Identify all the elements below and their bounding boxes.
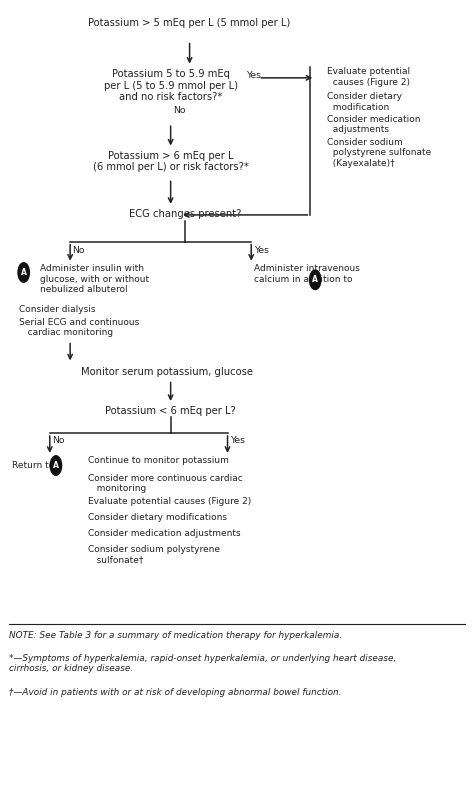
Text: Potassium < 6 mEq per L?: Potassium < 6 mEq per L? [105,406,236,416]
Text: No: No [52,436,64,445]
Text: NOTE: See Table 3 for a summary of medication therapy for hyperkalemia.: NOTE: See Table 3 for a summary of medic… [9,631,343,640]
Circle shape [18,263,29,282]
Text: No: No [173,106,185,115]
Text: A: A [312,275,318,285]
Text: Continue to monitor potassium: Continue to monitor potassium [88,456,228,465]
Text: Consider more continuous cardiac
   monitoring: Consider more continuous cardiac monitor… [88,474,242,493]
Text: Evaluate potential causes (Figure 2): Evaluate potential causes (Figure 2) [88,497,251,506]
Text: Yes: Yes [230,436,245,445]
Text: Return to: Return to [12,461,54,470]
Text: Serial ECG and continuous
   cardiac monitoring: Serial ECG and continuous cardiac monito… [19,318,139,337]
Text: Consider medication
  adjustments: Consider medication adjustments [327,115,420,135]
Text: Potassium 5 to 5.9 mEq
per L (5 to 5.9 mmol per L)
and no risk factors?*: Potassium 5 to 5.9 mEq per L (5 to 5.9 m… [104,69,237,102]
Text: No: No [73,246,85,255]
Text: A: A [53,461,59,470]
Text: Consider sodium
  polystyrene sulfonate
  (Kayexalate)†: Consider sodium polystyrene sulfonate (K… [327,138,431,168]
Text: Yes: Yes [246,71,262,80]
Text: Consider medication adjustments: Consider medication adjustments [88,529,240,538]
Text: ECG changes present?: ECG changes present? [128,209,241,219]
Text: Administer intravenous
calcium in addition to: Administer intravenous calcium in additi… [254,264,359,284]
Text: Consider dietary
  modification: Consider dietary modification [327,92,402,112]
Text: Evaluate potential
  causes (Figure 2): Evaluate potential causes (Figure 2) [327,67,410,87]
Text: Administer insulin with
glucose, with or without
nebulized albuterol: Administer insulin with glucose, with or… [40,264,149,294]
Text: Yes: Yes [254,246,269,255]
Text: †—Avoid in patients with or at risk of developing abnormal bowel function.: †—Avoid in patients with or at risk of d… [9,688,342,697]
Text: A: A [21,268,27,277]
Text: Monitor serum potassium, glucose: Monitor serum potassium, glucose [81,367,253,376]
Text: Potassium > 5 mEq per L (5 mmol per L): Potassium > 5 mEq per L (5 mmol per L) [89,18,291,28]
Text: Consider sodium polystyrene
   sulfonate†: Consider sodium polystyrene sulfonate† [88,545,219,564]
Text: Consider dietary modifications: Consider dietary modifications [88,513,227,521]
Text: Potassium > 6 mEq per L
(6 mmol per L) or risk factors?*: Potassium > 6 mEq per L (6 mmol per L) o… [93,151,248,173]
Circle shape [310,270,321,290]
Text: *—Symptoms of hyperkalemia, rapid-onset hyperkalemia, or underlying heart diseas: *—Symptoms of hyperkalemia, rapid-onset … [9,654,397,673]
Text: Consider dialysis: Consider dialysis [19,305,95,314]
Circle shape [50,456,62,475]
